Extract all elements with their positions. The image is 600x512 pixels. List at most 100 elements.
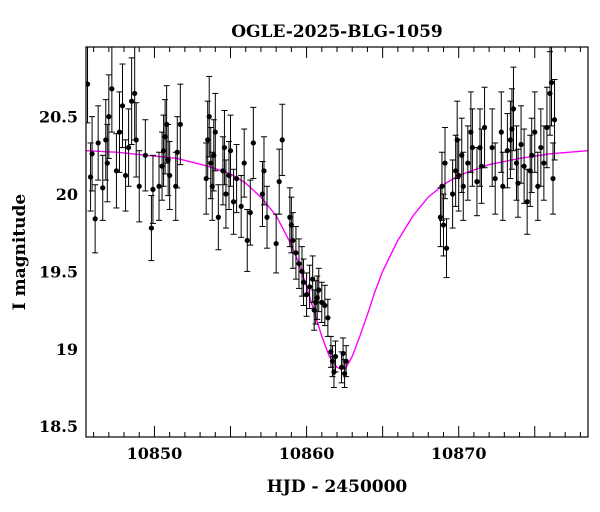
data-marker bbox=[343, 358, 349, 364]
data-layer bbox=[86, 47, 558, 388]
data-marker bbox=[521, 163, 527, 169]
data-point bbox=[315, 267, 322, 313]
data-marker bbox=[460, 183, 466, 189]
data-point bbox=[273, 213, 280, 274]
data-point bbox=[149, 154, 156, 224]
data-point bbox=[449, 159, 456, 229]
data-marker bbox=[223, 191, 229, 197]
data-marker bbox=[273, 240, 279, 247]
data-point bbox=[492, 142, 499, 215]
data-marker bbox=[133, 137, 139, 143]
data-marker bbox=[535, 183, 541, 189]
data-point bbox=[241, 128, 248, 198]
data-marker bbox=[167, 172, 173, 179]
data-marker bbox=[279, 137, 285, 143]
y-tick-label: 18.5 bbox=[39, 417, 78, 436]
data-point bbox=[469, 108, 476, 187]
data-point bbox=[222, 159, 229, 229]
data-point bbox=[476, 108, 483, 187]
data-point bbox=[279, 103, 286, 176]
data-point bbox=[537, 108, 544, 187]
data-point bbox=[288, 196, 295, 254]
x-tick-label: 10850 bbox=[127, 444, 183, 463]
data-point bbox=[524, 168, 531, 235]
data-marker bbox=[518, 141, 524, 148]
data-marker bbox=[474, 179, 480, 185]
data-marker bbox=[264, 214, 270, 220]
data-marker bbox=[532, 129, 538, 135]
data-marker bbox=[177, 121, 183, 127]
data-marker bbox=[212, 129, 218, 135]
data-marker bbox=[544, 124, 550, 131]
data-marker bbox=[293, 250, 299, 256]
data-marker bbox=[538, 144, 544, 151]
data-marker bbox=[465, 160, 471, 166]
data-marker bbox=[261, 168, 267, 174]
data-point bbox=[104, 123, 111, 203]
data-point bbox=[515, 148, 522, 218]
data-point bbox=[221, 109, 228, 186]
x-tick-label: 10870 bbox=[431, 444, 487, 463]
model-curve bbox=[86, 150, 588, 370]
data-point bbox=[543, 86, 550, 169]
data-point bbox=[92, 184, 99, 254]
data-marker bbox=[116, 129, 123, 135]
data-point bbox=[546, 51, 553, 136]
y-tick-label: 20.5 bbox=[39, 108, 78, 127]
data-marker bbox=[95, 140, 101, 146]
data-point bbox=[212, 92, 219, 172]
data-marker bbox=[132, 90, 138, 97]
data-marker bbox=[142, 152, 148, 158]
data-marker bbox=[125, 144, 132, 151]
data-marker bbox=[119, 103, 126, 109]
x-axis-label: HJD - 2450000 bbox=[266, 477, 408, 497]
data-point bbox=[177, 83, 184, 166]
data-marker bbox=[541, 160, 547, 166]
data-point bbox=[125, 108, 132, 187]
data-point bbox=[528, 117, 535, 193]
data-point bbox=[332, 340, 339, 373]
data-marker bbox=[440, 222, 447, 228]
data-point bbox=[527, 134, 534, 207]
data-marker bbox=[500, 183, 506, 189]
data-marker bbox=[89, 151, 95, 157]
data-point bbox=[540, 125, 547, 201]
model-layer bbox=[86, 150, 588, 370]
data-point bbox=[340, 337, 347, 370]
data-marker bbox=[241, 160, 247, 166]
data-point bbox=[510, 66, 517, 152]
data-point bbox=[338, 351, 345, 384]
data-point bbox=[244, 209, 251, 272]
tick-labels: 10850 10860 10870 18.5 19 19.5 20 20.5 bbox=[39, 108, 487, 463]
data-point bbox=[292, 226, 299, 280]
data-marker bbox=[238, 203, 244, 210]
tick-marks bbox=[93, 47, 581, 437]
data-marker bbox=[316, 287, 322, 293]
data-point bbox=[303, 272, 310, 317]
data-point bbox=[518, 105, 525, 184]
data-point bbox=[521, 128, 528, 204]
data-point bbox=[455, 139, 462, 212]
data-point bbox=[534, 151, 541, 221]
y-tick-label: 19 bbox=[56, 340, 78, 359]
data-point bbox=[481, 86, 488, 169]
data-point bbox=[443, 218, 450, 279]
data-point bbox=[95, 105, 102, 181]
data-marker bbox=[307, 284, 313, 290]
data-marker bbox=[227, 148, 234, 154]
data-point bbox=[238, 174, 245, 238]
data-marker bbox=[340, 350, 346, 357]
data-marker bbox=[300, 279, 307, 285]
data-point bbox=[504, 113, 511, 189]
data-point bbox=[498, 91, 505, 173]
data-marker bbox=[156, 183, 162, 189]
data-marker bbox=[129, 98, 135, 104]
data-marker bbox=[332, 353, 339, 360]
data-point bbox=[99, 154, 106, 221]
data-point bbox=[122, 139, 129, 212]
data-marker bbox=[325, 315, 331, 321]
data-point bbox=[119, 63, 126, 149]
data-marker bbox=[515, 180, 521, 186]
data-point bbox=[102, 99, 109, 181]
data-point bbox=[89, 116, 96, 192]
